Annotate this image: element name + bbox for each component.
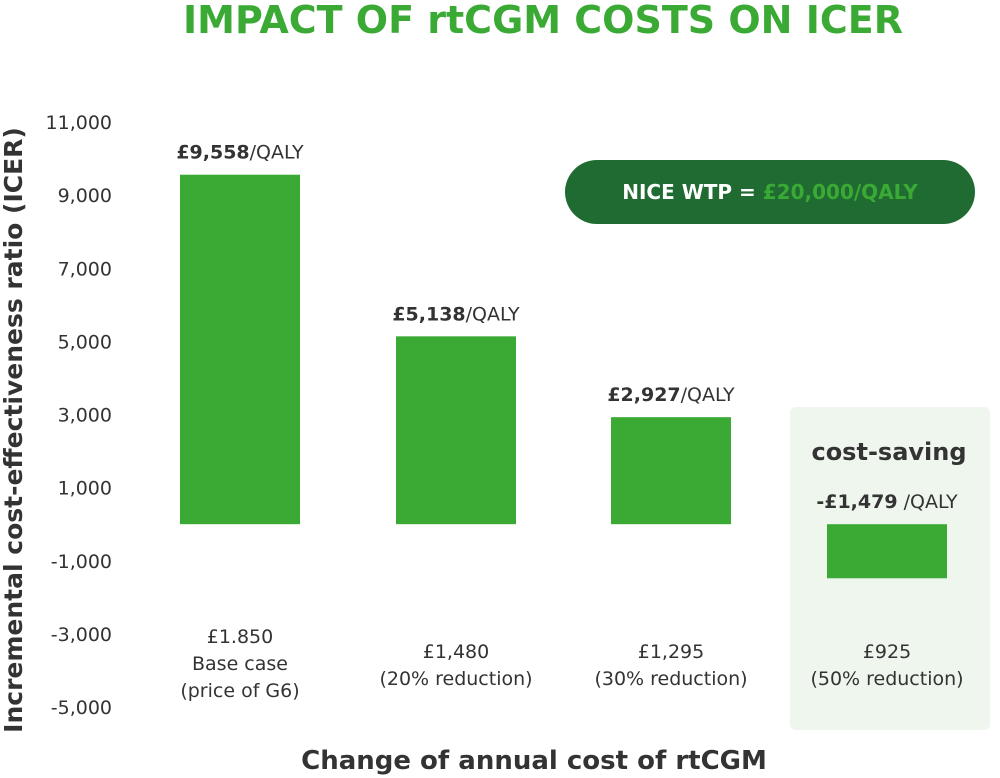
- category-label: (50% reduction): [810, 668, 963, 690]
- data-label-unit: /QALY: [898, 491, 958, 513]
- category-label: £925: [863, 641, 911, 663]
- wtp-prefix: NICE WTP =: [622, 180, 763, 204]
- bars: [180, 174, 947, 579]
- y-tick-label: 11,000: [46, 112, 112, 134]
- bar: [611, 417, 731, 525]
- y-tick-label: 9,000: [58, 185, 112, 207]
- y-ticks: 11,000 9,000 7,000 5,000 3,000 1,000 -1,000 -3,…: [46, 112, 112, 719]
- wtp-value: £20,000/QALY: [763, 180, 919, 204]
- category-label: Base case: [192, 653, 288, 675]
- data-label: £9,558/QALY: [176, 142, 304, 164]
- category-label: £1,295: [638, 641, 704, 663]
- y-tick-label: -3,000: [51, 624, 112, 646]
- category-label: (30% reduction): [594, 668, 747, 690]
- x-axis-label: Change of annual cost of rtCGM: [301, 746, 767, 776]
- category-labels: £1.850 Base case (price of G6) £1,480 (20% r…: [180, 626, 963, 702]
- data-label-unit: /QALY: [466, 303, 520, 325]
- wtp-badge: [565, 160, 975, 224]
- data-label-value: £2,927: [607, 384, 680, 406]
- y-tick-label: 5,000: [58, 331, 112, 353]
- data-label: £2,927/QALY: [607, 384, 735, 406]
- y-axis-label: Incremental cost-effectiveness ratio (IC…: [0, 127, 28, 733]
- y-tick-label: -1,000: [51, 551, 112, 573]
- chart-title: IMPACT OF rtCGM COSTS ON ICER: [183, 0, 903, 42]
- y-tick-label: 3,000: [58, 405, 112, 427]
- data-label-value: -£1,479: [816, 491, 897, 513]
- data-label-unit: /QALY: [681, 384, 735, 406]
- bar: [827, 524, 947, 579]
- data-label-unit: /QALY: [250, 142, 304, 164]
- wtp-text: NICE WTP = £20,000/QALY: [622, 180, 918, 204]
- data-label: £5,138/QALY: [392, 303, 520, 325]
- data-label: -£1,479 /QALY: [816, 491, 958, 513]
- data-label-value: £9,558: [176, 142, 249, 164]
- data-labels: £9,558/QALY£5,138/QALY£2,927/QALY-£1,479…: [176, 142, 958, 513]
- bar: [180, 174, 300, 525]
- y-tick-label: 1,000: [58, 478, 112, 500]
- y-tick-label: 7,000: [58, 258, 112, 280]
- y-tick-label: -5,000: [51, 697, 112, 719]
- bar: [396, 336, 516, 525]
- cost-saving-label: cost-saving: [811, 438, 966, 466]
- category-label: £1.850: [207, 626, 273, 648]
- category-label: (20% reduction): [379, 668, 532, 690]
- category-label: £1,480: [423, 641, 489, 663]
- category-label: (price of G6): [180, 680, 299, 702]
- data-label-value: £5,138: [392, 303, 465, 325]
